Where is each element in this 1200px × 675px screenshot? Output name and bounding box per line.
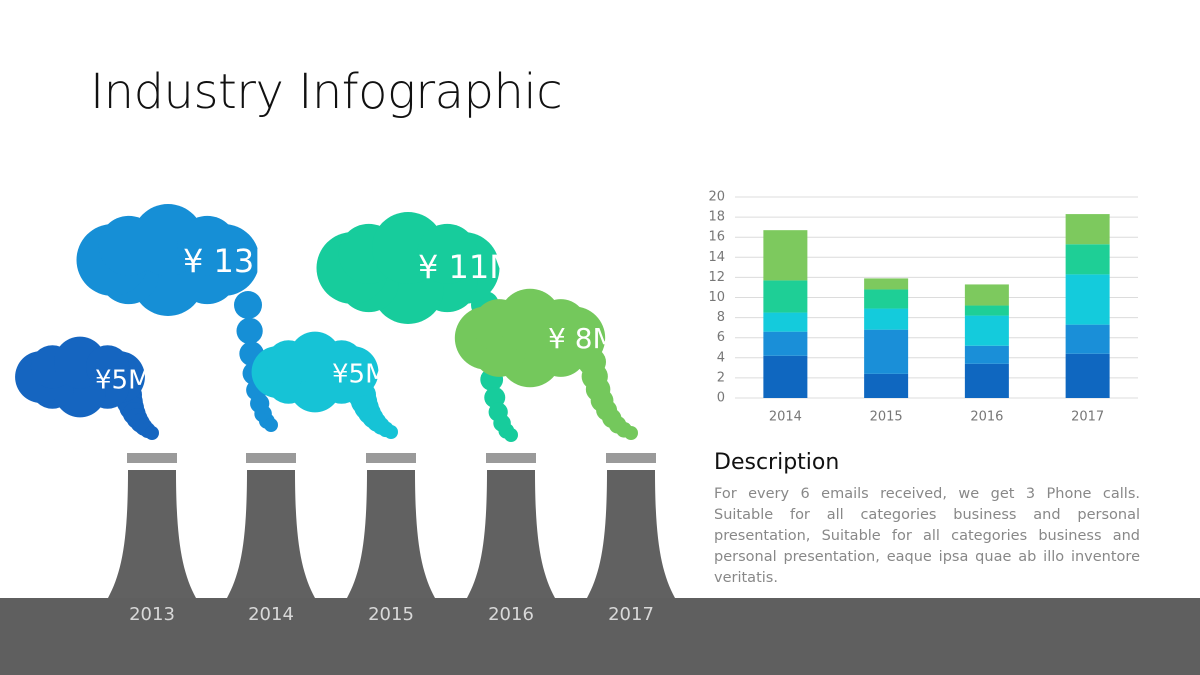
smoke-puff [624,426,638,440]
smoke-puff [504,428,518,442]
chimney-cap [366,453,416,463]
bar-segment [1065,353,1110,398]
cloud-puff [177,215,238,276]
y-tick-label: 12 [708,270,725,285]
bar-segment [964,305,1009,316]
cloud-label: ¥ 11M [418,248,517,286]
cloud-label: ¥ 13M [183,242,282,280]
bar-segment [864,373,909,398]
smoke-cloud: ¥ 8M [454,288,638,440]
bar-segment [964,363,1009,398]
bar-segment [763,355,808,398]
chimney-cap [486,453,536,463]
y-tick-label: 8 [717,310,725,325]
chimney [227,470,315,598]
smoke-cloud: ¥ 13M [76,204,282,432]
cloud-puff [534,299,588,352]
chimney-cap [246,453,296,463]
cloud-label: ¥ 8M [548,322,617,355]
y-tick-label: 4 [717,350,725,365]
smoke-puff [145,426,159,440]
smoke-puff [264,418,278,432]
year-label: 2015 [368,604,414,625]
smoke-cloud: ¥5M [251,331,398,439]
bar-segment [1065,324,1110,354]
ground [0,598,1200,675]
chimney-cap [606,453,656,463]
bar-segment [964,284,1009,306]
chimney [587,470,675,598]
bar-segment [864,308,909,330]
cloud-label: ¥5M [95,366,151,396]
y-tick-label: 0 [717,391,725,406]
y-tick-label: 6 [717,330,725,345]
bar-segment [864,329,909,374]
chimney [347,470,435,598]
cloud-puff [319,340,364,384]
smoke-puff [234,291,262,319]
bar-segment [763,230,808,281]
y-tick-label: 18 [708,210,725,225]
y-tick-label: 20 [708,190,725,205]
x-tick-label: 2014 [769,410,802,425]
bar-segment [1065,214,1110,245]
bar-segment [864,289,909,309]
description-heading: Description [714,450,840,475]
bar-segment [763,280,808,313]
cloud-label: ¥5M [332,360,388,390]
title: Industry Infographic [90,64,563,120]
description-body: For every 6 emails received, we get 3 Ph… [714,486,1140,586]
year-label: 2016 [488,604,534,625]
y-tick-label: 16 [708,230,725,245]
x-tick-label: 2017 [1071,410,1104,425]
year-label: 2017 [608,604,654,625]
bar-segment [763,331,808,356]
smoke-puff [384,425,398,439]
bar-segment [1065,244,1110,275]
bar-segment [964,315,1009,346]
x-tick-label: 2016 [970,410,1003,425]
year-label: 2014 [248,604,294,625]
chimney [108,470,196,598]
bar-segment [763,312,808,332]
x-tick-label: 2015 [870,410,903,425]
chimney-cap [127,453,177,463]
smoke-puff [236,317,263,345]
year-label: 2013 [129,604,175,625]
cloud-puff [85,345,130,389]
bar-segment [864,278,909,290]
cloud-puff [417,223,478,284]
y-tick-label: 10 [708,290,725,305]
y-tick-label: 14 [708,250,725,265]
bar-segment [964,345,1009,364]
chimney [467,470,555,598]
smoke-cloud: ¥5M [15,336,159,440]
y-tick-label: 2 [717,370,725,385]
bar-segment [1065,274,1110,325]
